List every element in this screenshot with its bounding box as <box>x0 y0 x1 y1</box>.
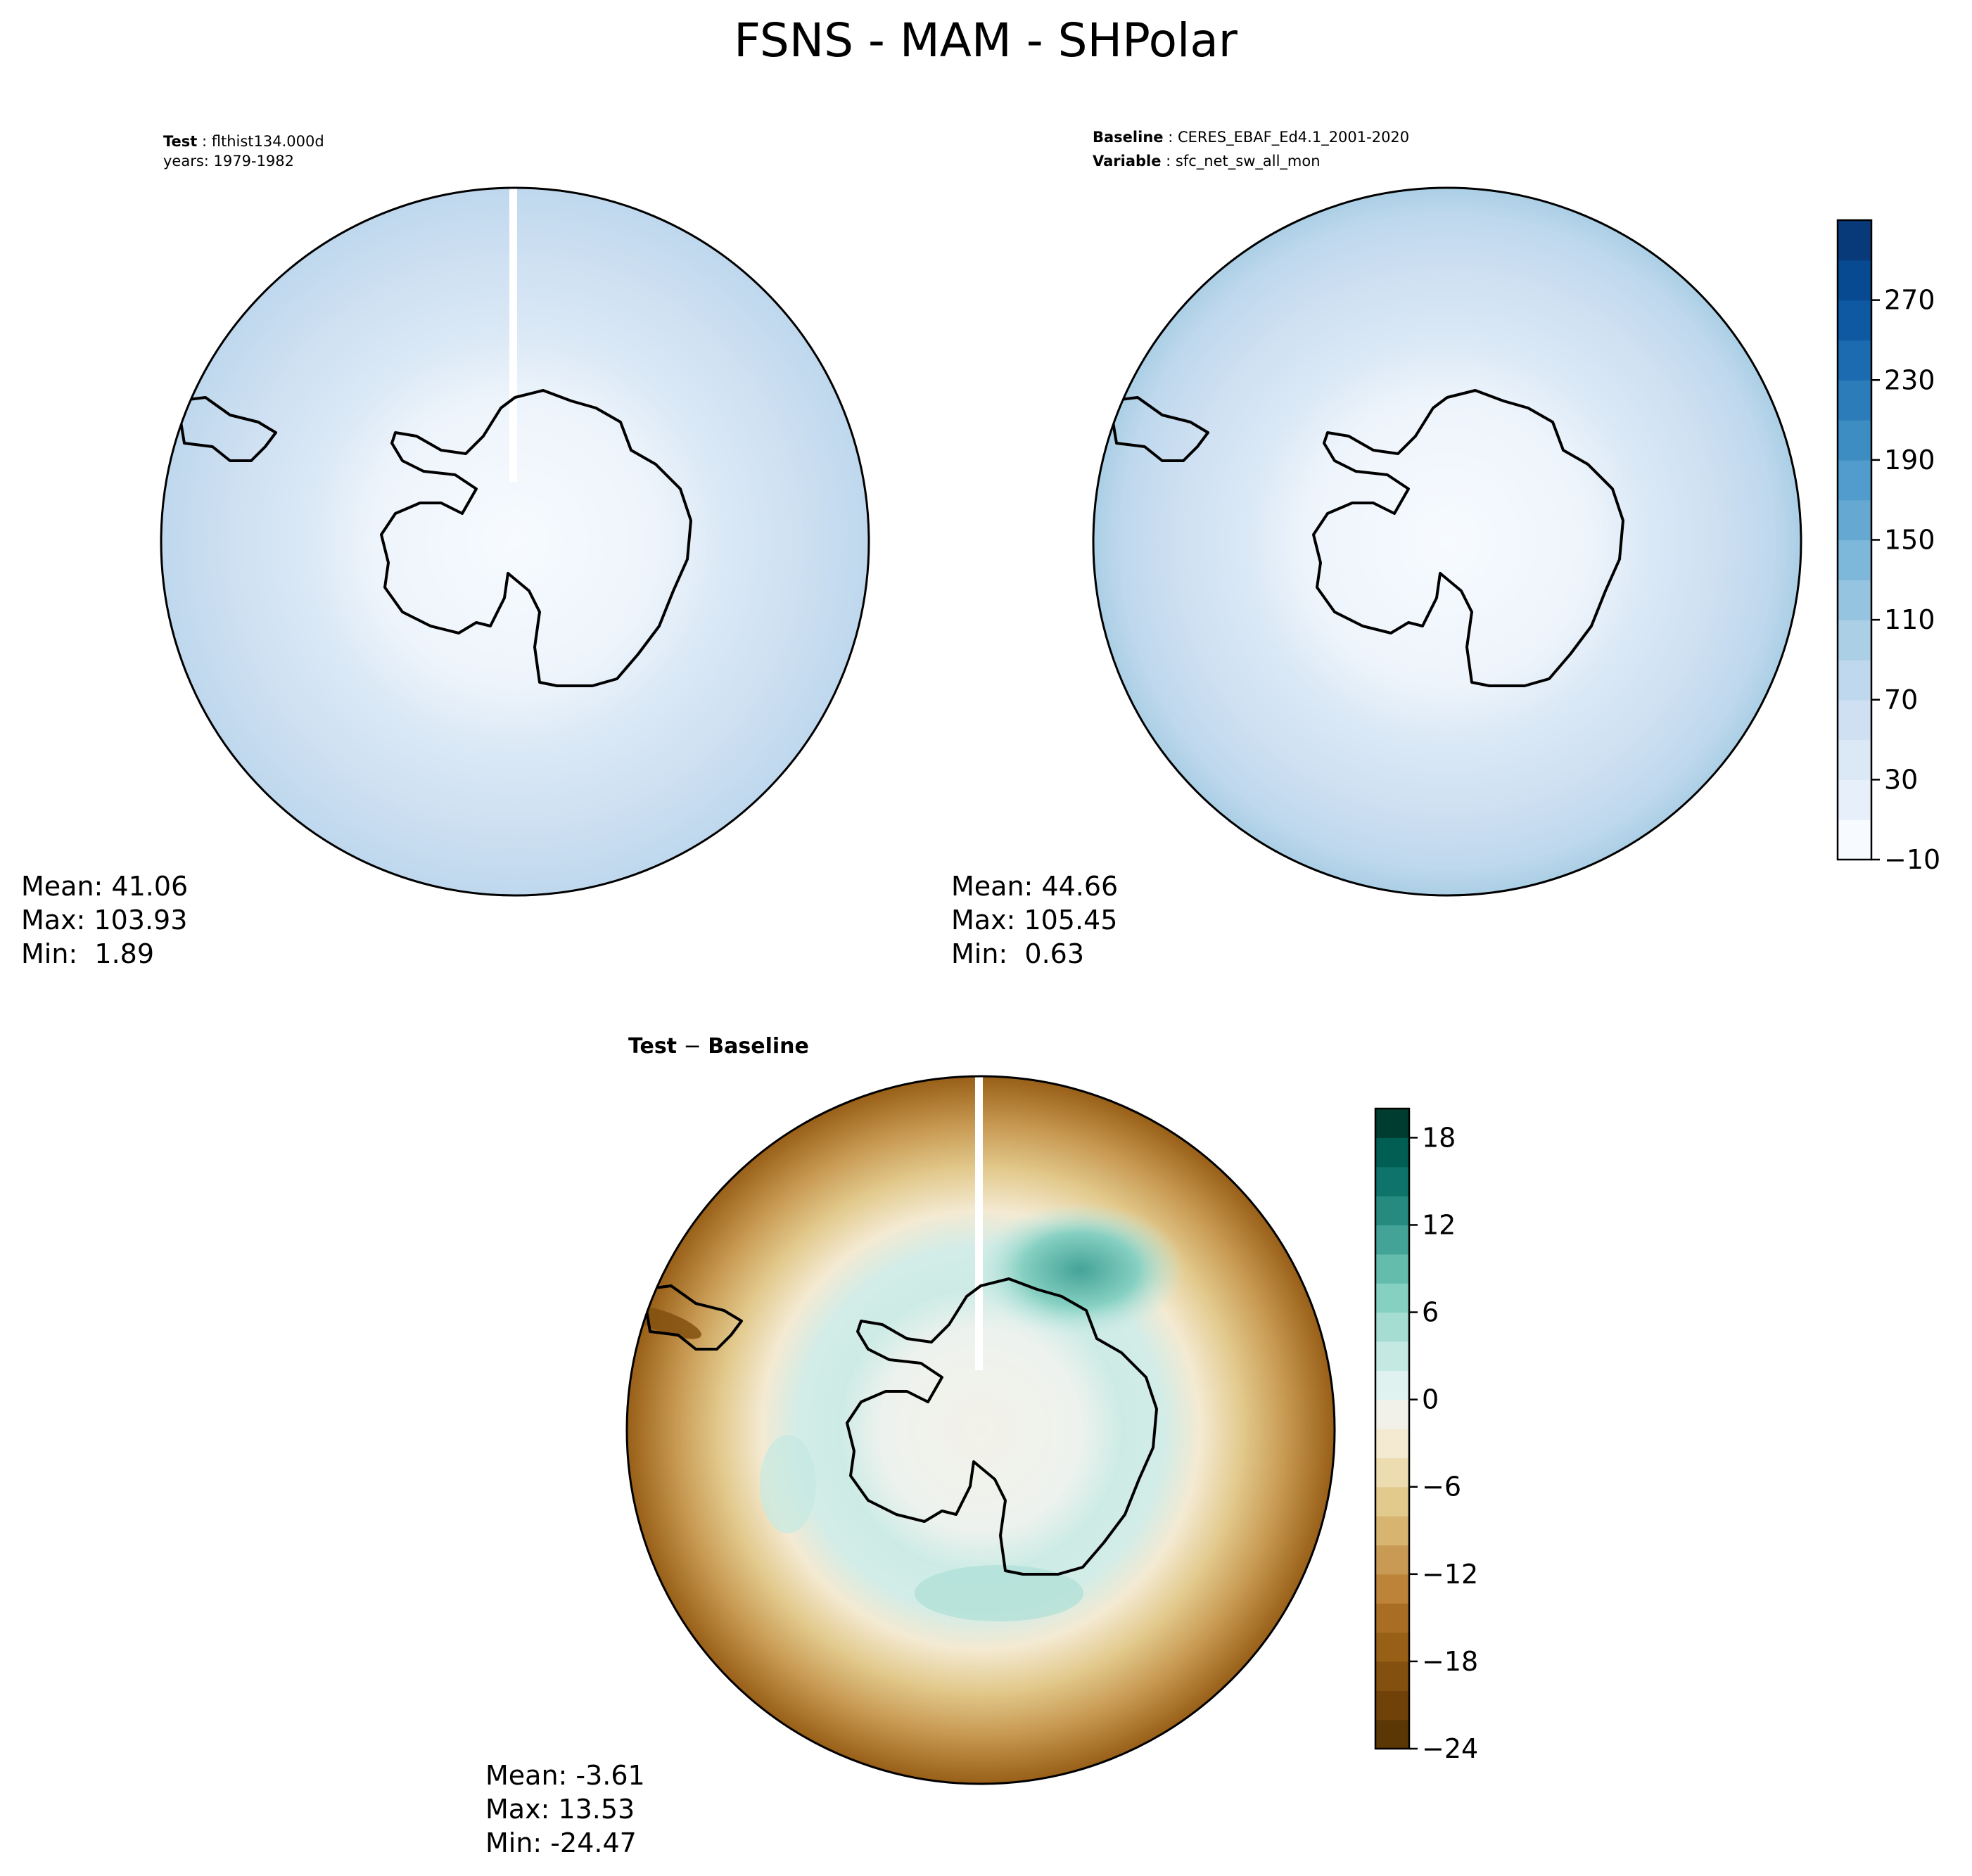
diff-colorbar-segment <box>1375 1486 1409 1517</box>
diff-colorbar-tick-label: −24 <box>1422 1733 1478 1764</box>
baseline-max: Max: 105.45 <box>951 905 1117 936</box>
test-mean: Mean: 41.06 <box>21 871 188 902</box>
diff-colorbar-segment <box>1375 1429 1409 1458</box>
baseline-map <box>1093 188 1801 895</box>
baseline-label: Baseline : CERES_EBAF_Ed4.1_2001-2020 <box>1093 129 1409 146</box>
diff-colorbar-segment <box>1375 1370 1409 1400</box>
test-label: Test : flthist134.000d <box>163 133 324 150</box>
main-colorbar-segment <box>1838 300 1871 341</box>
test-map <box>161 188 869 895</box>
diff-colorbar-segment <box>1375 1137 1409 1168</box>
main-colorbar-segment <box>1838 340 1871 381</box>
diff-colorbar-segment <box>1375 1719 1409 1749</box>
main-colorbar-segment <box>1838 659 1871 701</box>
diff-colorbar-segment <box>1375 1574 1409 1604</box>
test-panel: Test : flthist134.000d years: 1979-1982 … <box>21 133 870 969</box>
diff-colorbar-tick-label: −12 <box>1422 1559 1478 1590</box>
main-colorbar-tick-label: 70 <box>1884 684 1918 715</box>
diff-title: Test − Baseline <box>628 1034 809 1059</box>
test-map-boundary <box>160 186 870 897</box>
diff-colorbar-segment <box>1375 1253 1409 1284</box>
main-colorbar-tick-label: −10 <box>1884 844 1940 875</box>
main-colorbar-segment <box>1838 420 1871 461</box>
diff-colorbar-segment <box>1375 1196 1409 1226</box>
main-colorbar-segment <box>1838 620 1871 661</box>
diff-missing-meridian-stripe <box>975 1076 983 1370</box>
diff-colorbar-segment <box>1375 1166 1409 1197</box>
main-colorbar-tick-label: 30 <box>1884 764 1918 795</box>
diff-colorbar-tick-label: 0 <box>1422 1384 1439 1415</box>
diff-map-boundary <box>625 1075 1336 1785</box>
main-colorbar-segment <box>1838 260 1871 301</box>
main-colorbar-segment <box>1838 779 1871 820</box>
main-colorbar-tick-label: 270 <box>1884 285 1935 316</box>
main-colorbar-segment <box>1838 380 1871 421</box>
diff-colorbar-segment <box>1375 1109 1409 1138</box>
diff-colorbar: −24 −18 −12 −6 0 6 12 18 <box>1374 1107 1478 1764</box>
diff-colorbar-segment <box>1375 1516 1409 1546</box>
test-max: Max: 103.93 <box>21 905 187 936</box>
diff-colorbar-frame <box>1374 1107 1411 1750</box>
main-colorbar-segment <box>1838 819 1871 860</box>
test-min: Min: 1.89 <box>21 938 154 969</box>
diff-colorbar-segment <box>1375 1603 1409 1633</box>
diff-colorbar-segment <box>1375 1399 1409 1429</box>
diff-map <box>627 1076 1335 1784</box>
main-colorbar-segment <box>1838 739 1871 780</box>
diff-colorbar-segment <box>1375 1312 1409 1342</box>
main-colorbar: −10 30 70 110 150 190 230 270 <box>1836 219 1940 875</box>
test-missing-meridian-stripe <box>509 188 517 482</box>
diff-colorbar-tick-label: 12 <box>1422 1209 1456 1240</box>
baseline-map-boundary <box>1092 186 1802 897</box>
diff-colorbar-tick-label: −18 <box>1422 1646 1478 1677</box>
diff-colorbar-segment <box>1375 1690 1409 1721</box>
diff-colorbar-segment <box>1375 1457 1409 1488</box>
main-colorbar-segment <box>1838 699 1871 741</box>
main-colorbar-segment <box>1838 499 1871 541</box>
baseline-min: Min: 0.63 <box>951 938 1084 969</box>
baseline-mean: Mean: 44.66 <box>951 871 1118 902</box>
diff-mean: Mean: -3.61 <box>485 1760 645 1791</box>
main-colorbar-segment <box>1838 580 1871 620</box>
main-colorbar-segment <box>1838 540 1871 580</box>
main-colorbar-segment <box>1838 459 1871 501</box>
figure-title: FSNS - MAM - SHPolar <box>734 13 1238 68</box>
diff-colorbar-tick-label: −6 <box>1422 1472 1461 1502</box>
diff-colorbar-segment <box>1375 1283 1409 1313</box>
diff-colorbar-tick-label: 18 <box>1422 1122 1456 1153</box>
diff-min: Min: -24.47 <box>485 1827 637 1858</box>
main-colorbar-tick-label: 230 <box>1884 364 1935 395</box>
baseline-variable: Variable : sfc_net_sw_all_mon <box>1093 153 1321 170</box>
main-colorbar-segment <box>1838 220 1871 261</box>
diff-positive-anomaly-region <box>974 1203 1185 1336</box>
diff-panel: Test − Baseline Mean: -3.61 Max: 13.53 M… <box>485 1034 1336 1858</box>
test-case-name: : <box>197 133 211 150</box>
main-colorbar-tick-label: 150 <box>1884 525 1935 556</box>
test-years: years: 1979-1982 <box>163 153 294 170</box>
diff-colorbar-tick-label: 6 <box>1422 1297 1439 1328</box>
diff-colorbar-segment <box>1375 1661 1409 1691</box>
main-colorbar-tick-label: 190 <box>1884 445 1935 476</box>
diff-max: Max: 13.53 <box>485 1794 635 1825</box>
diff-colorbar-segment <box>1375 1341 1409 1371</box>
diff-colorbar-segment <box>1375 1545 1409 1575</box>
baseline-panel: Baseline : CERES_EBAF_Ed4.1_2001-2020 Va… <box>951 129 1802 969</box>
main-colorbar-tick-label: 110 <box>1884 604 1935 635</box>
diff-colorbar-segment <box>1375 1632 1409 1662</box>
diff-colorbar-segment <box>1375 1225 1409 1255</box>
